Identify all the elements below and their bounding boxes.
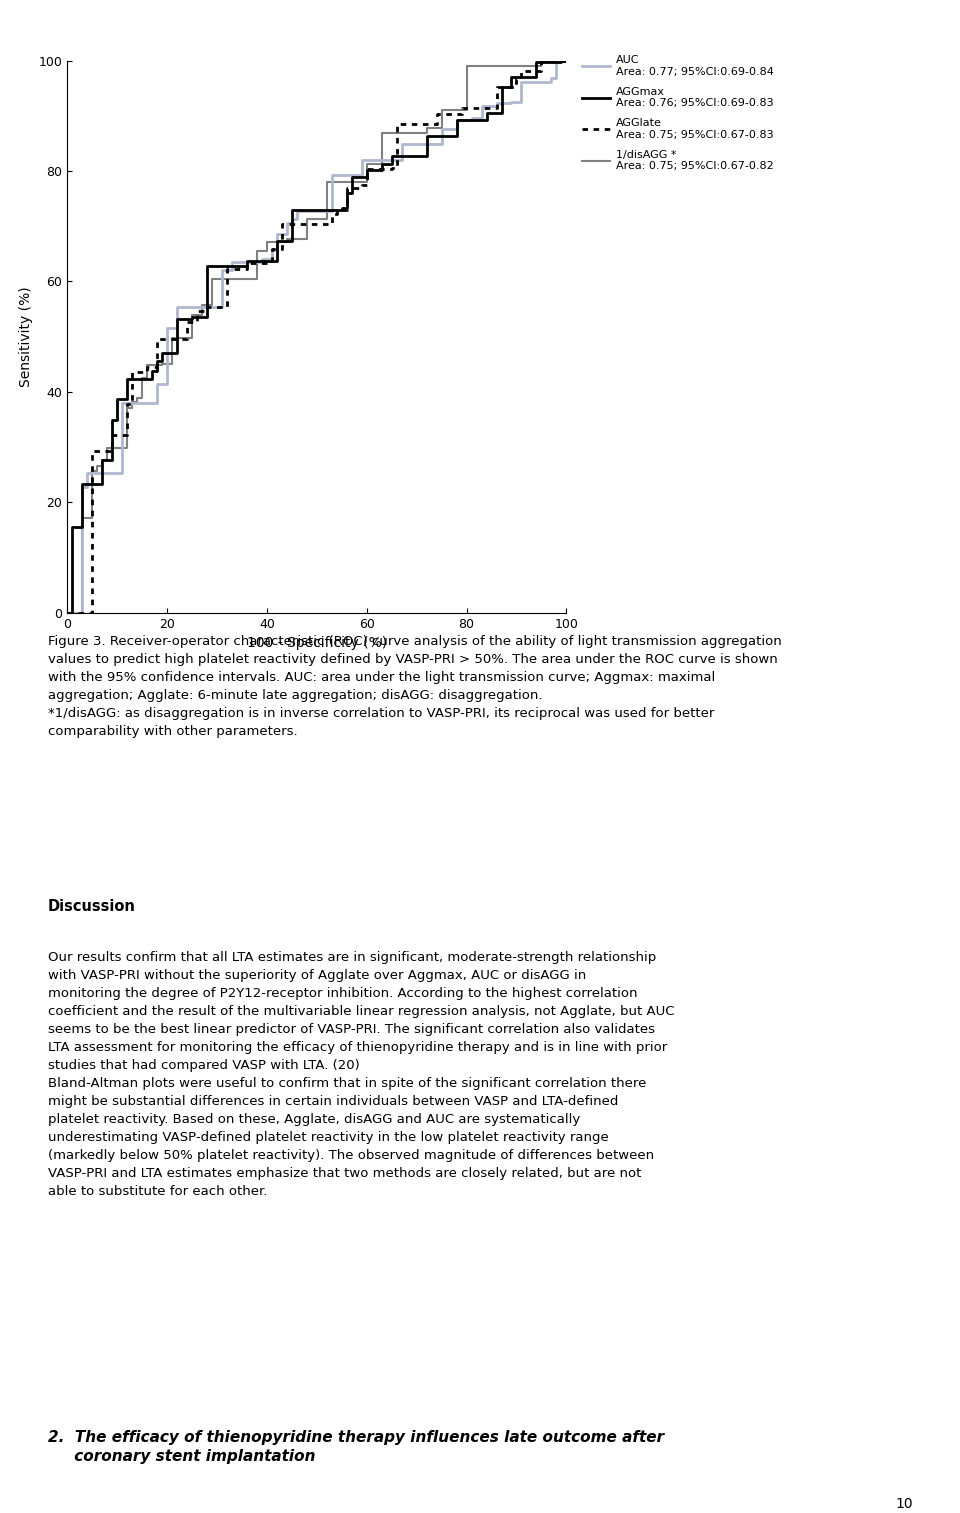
Text: 10: 10 (896, 1498, 914, 1511)
Text: Figure 3. Receiver-operator characteristic (ROC) curve analysis of the ability o: Figure 3. Receiver-operator characterist… (48, 635, 781, 738)
Y-axis label: Sensitivity (%): Sensitivity (%) (19, 286, 33, 387)
Text: Our results confirm that all LTA estimates are in significant, moderate-strength: Our results confirm that all LTA estimat… (48, 952, 675, 1198)
Legend: AUC
Area: 0.77; 95%CI:0.69-0.84, AGGmax
Area: 0.76; 95%CI:0.69-0.83, AGGlate
Are: AUC Area: 0.77; 95%CI:0.69-0.84, AGGmax … (582, 54, 775, 171)
Text: 2.  The efficacy of thienopyridine therapy influences late outcome after
     co: 2. The efficacy of thienopyridine therap… (48, 1430, 664, 1465)
X-axis label: 100 - Specificity (%): 100 - Specificity (%) (247, 635, 387, 651)
Text: Discussion: Discussion (48, 899, 136, 914)
